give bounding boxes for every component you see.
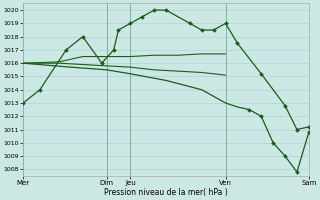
- X-axis label: Pression niveau de la mer( hPa ): Pression niveau de la mer( hPa ): [104, 188, 228, 197]
